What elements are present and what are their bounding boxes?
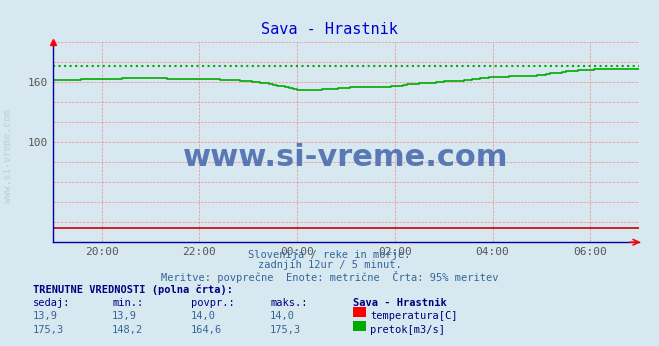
Text: 13,9: 13,9 — [112, 311, 137, 321]
Text: min.:: min.: — [112, 298, 143, 308]
Text: 175,3: 175,3 — [33, 325, 64, 335]
Text: Slovenija / reke in morje.: Slovenija / reke in morje. — [248, 250, 411, 260]
Text: pretok[m3/s]: pretok[m3/s] — [370, 325, 445, 335]
Text: 175,3: 175,3 — [270, 325, 301, 335]
Text: temperatura[C]: temperatura[C] — [370, 311, 458, 321]
Text: maks.:: maks.: — [270, 298, 308, 308]
Text: www.si-vreme.com: www.si-vreme.com — [3, 109, 13, 203]
Text: Meritve: povprečne  Enote: metrične  Črta: 95% meritev: Meritve: povprečne Enote: metrične Črta:… — [161, 271, 498, 283]
Text: www.si-vreme.com: www.si-vreme.com — [183, 143, 509, 172]
Text: povpr.:: povpr.: — [191, 298, 235, 308]
Text: sedaj:: sedaj: — [33, 298, 71, 308]
Text: Sava - Hrastnik: Sava - Hrastnik — [261, 22, 398, 37]
Text: TRENUTNE VREDNOSTI (polna črta):: TRENUTNE VREDNOSTI (polna črta): — [33, 284, 233, 295]
Text: 13,9: 13,9 — [33, 311, 58, 321]
Text: zadnjih 12ur / 5 minut.: zadnjih 12ur / 5 minut. — [258, 260, 401, 270]
Text: 14,0: 14,0 — [191, 311, 216, 321]
Text: 164,6: 164,6 — [191, 325, 222, 335]
Text: 14,0: 14,0 — [270, 311, 295, 321]
Text: Sava - Hrastnik: Sava - Hrastnik — [353, 298, 446, 308]
Text: 148,2: 148,2 — [112, 325, 143, 335]
